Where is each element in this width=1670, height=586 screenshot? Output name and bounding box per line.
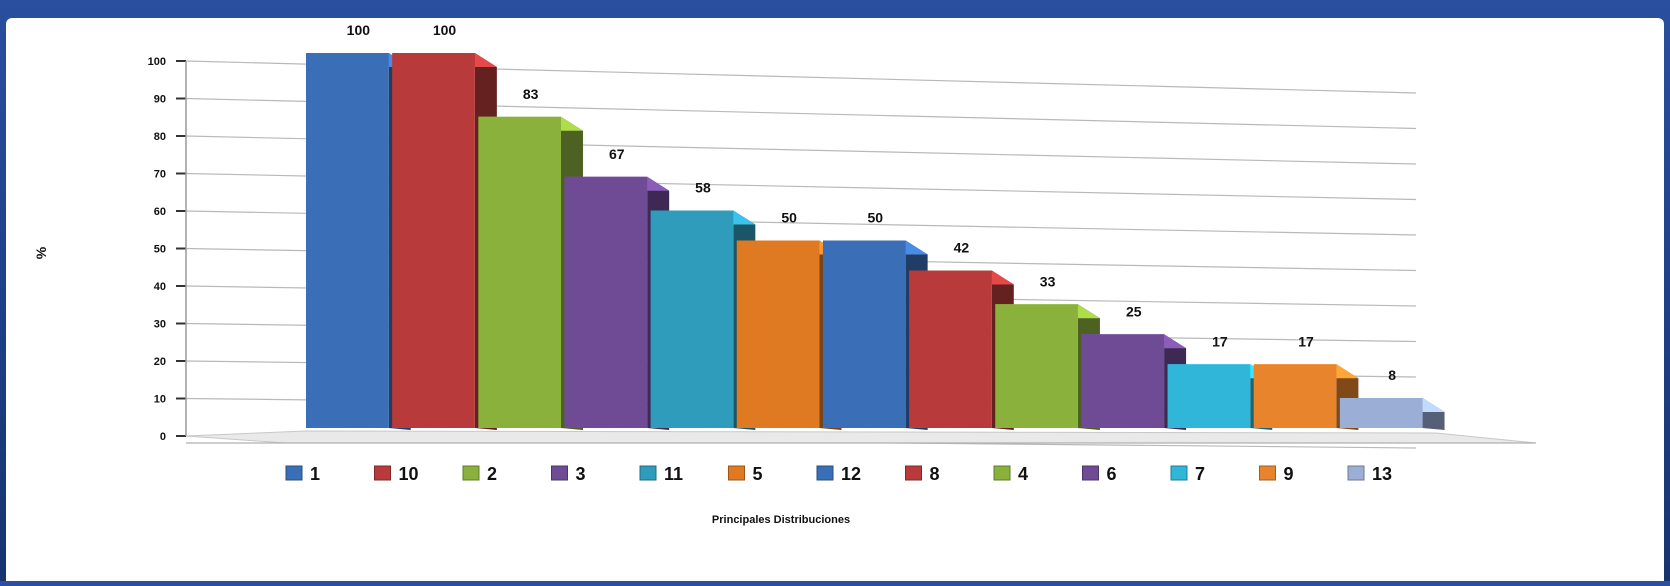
legend-label: 6 — [1107, 464, 1117, 484]
y-tick-label: 80 — [154, 131, 166, 143]
bar — [995, 304, 1078, 428]
legend-label: 7 — [1195, 464, 1205, 484]
legend-swatch — [993, 465, 1011, 481]
y-tick-label: 60 — [154, 206, 166, 218]
legend-swatch — [1259, 465, 1276, 481]
legend-label: 4 — [1018, 464, 1028, 484]
bar-value-label: 83 — [523, 86, 539, 102]
bar — [1081, 334, 1165, 428]
bar-value-label: 100 — [433, 22, 457, 38]
chart-frame: 0 10 20 30 40 50 60 70 80 90 100 100 100 83 67 58 50 50 42… — [6, 18, 1664, 581]
y-tick-label: 10 — [154, 394, 166, 406]
bar-value-label: 25 — [1126, 303, 1142, 319]
bar — [736, 240, 820, 428]
bar — [564, 176, 648, 428]
legend-swatch — [1082, 465, 1099, 481]
y-tick-label: 90 — [154, 94, 166, 106]
y-axis-title: % — [33, 246, 49, 259]
legend-label: 11 — [664, 464, 683, 484]
legend-swatch — [1347, 465, 1365, 481]
bar-value-label: 8 — [1388, 367, 1396, 383]
y-tick-label: 20 — [154, 356, 166, 368]
bar-value-label: 17 — [1298, 333, 1314, 349]
legend-swatch — [374, 465, 391, 481]
bar — [650, 210, 734, 428]
y-tick-label: 0 — [160, 431, 166, 443]
legend-swatch — [816, 465, 834, 481]
x-axis-title: Principales Distribuciones — [712, 514, 850, 526]
y-tick-label: 30 — [154, 319, 166, 331]
legend-swatch — [285, 465, 303, 481]
legend-label: 12 — [841, 464, 861, 484]
bar — [392, 53, 475, 428]
y-tick-label: 40 — [154, 281, 166, 293]
y-tick-label: 70 — [154, 169, 166, 181]
bar — [1167, 364, 1251, 428]
bar — [909, 270, 992, 428]
legend-label: 3 — [576, 464, 586, 484]
bar — [306, 53, 389, 428]
legend-label: 5 — [753, 464, 763, 484]
bar — [478, 116, 562, 428]
legend-swatch — [639, 465, 657, 481]
bar — [1339, 398, 1423, 428]
legend-swatch — [551, 465, 568, 481]
legend-label: 13 — [1372, 464, 1392, 484]
legend-label: 2 — [487, 464, 497, 484]
bar-value-label: 33 — [1040, 273, 1056, 289]
bar-value-label: 42 — [954, 240, 970, 256]
legend-swatch — [728, 465, 745, 481]
bar — [1253, 364, 1337, 428]
legend-swatch — [462, 465, 480, 481]
legend-label: 10 — [399, 464, 419, 484]
bar-value-label: 58 — [695, 180, 711, 196]
bar-value-label: 100 — [347, 22, 371, 38]
legend-label: 9 — [1284, 464, 1294, 484]
bar-value-label: 17 — [1212, 333, 1228, 349]
bar-value-label: 50 — [867, 210, 883, 226]
legend-swatch — [905, 465, 922, 481]
bar — [822, 240, 906, 428]
slide-title — [0, 0, 1670, 18]
legend-swatch — [1170, 465, 1188, 481]
legend-label: 8 — [930, 464, 940, 484]
bar-value-label: 67 — [609, 146, 625, 162]
y-tick-label: 50 — [154, 244, 166, 256]
bar-value-label: 50 — [781, 210, 797, 226]
legend-label: 1 — [310, 464, 320, 484]
chart-floor — [185, 430, 1537, 444]
y-tick-label: 100 — [148, 56, 166, 68]
